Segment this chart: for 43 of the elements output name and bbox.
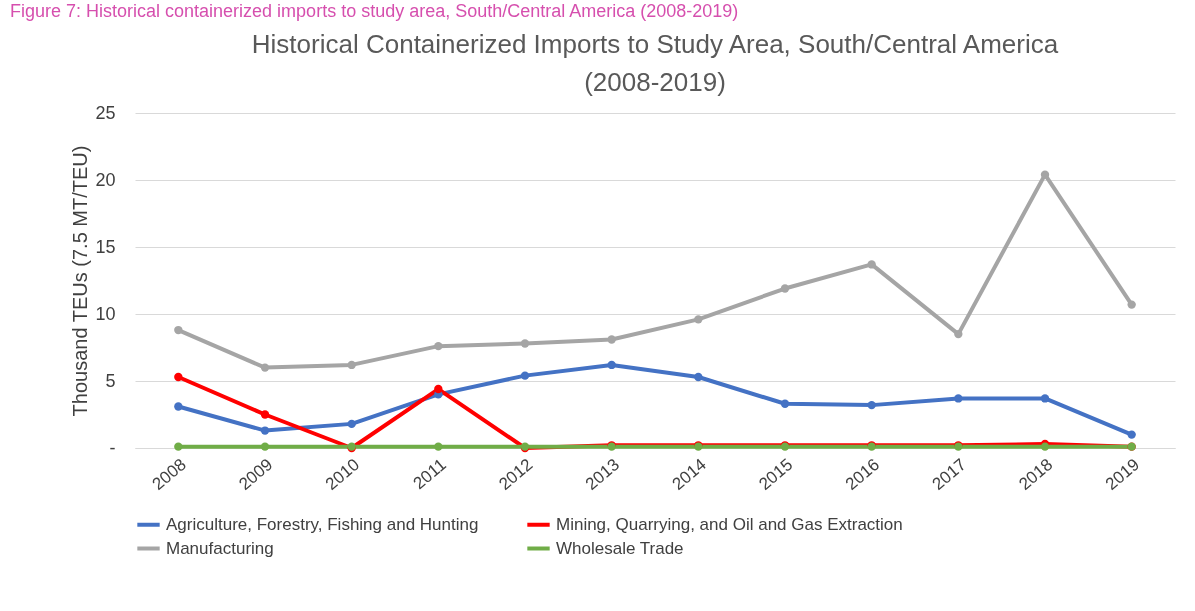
point: [260, 442, 270, 451]
legend-label: Agriculture, Forestry, Fishing and Hunting: [166, 514, 479, 534]
point: [260, 410, 270, 419]
point: [520, 371, 530, 380]
point: [780, 284, 790, 293]
point: [174, 325, 183, 335]
point: [174, 402, 183, 411]
text: Historical Containerized Imports to Study Area, South/Central America: [251, 29, 1059, 59]
y-tick-label: 10: [95, 303, 116, 324]
point: [1127, 430, 1136, 439]
y-tick-label: 20: [95, 169, 116, 190]
point: [954, 329, 963, 339]
point: [174, 442, 183, 451]
legend-label: Manufacturing: [166, 538, 274, 558]
point: [867, 400, 876, 410]
point: [434, 341, 443, 351]
point: [434, 442, 443, 451]
point: [347, 360, 356, 370]
point: [174, 372, 183, 382]
point: [954, 394, 963, 403]
point: [260, 363, 270, 372]
point: [607, 360, 616, 370]
legend-label: Wholesale Trade: [556, 538, 684, 558]
point: [694, 315, 703, 324]
caption: Figure 7: Historical containerized imports to study area, South/Central America (2008-2019): [10, 1, 739, 21]
point: [607, 335, 616, 344]
point: [260, 426, 270, 435]
legend-label: Mining, Quarrying, and Oil and Gas Extraction: [556, 514, 903, 534]
y-axis-title: Thousand TEUs (7.5 MT/TEU): [69, 145, 92, 417]
point: [1040, 170, 1050, 179]
point: [520, 339, 530, 348]
point: [867, 260, 876, 269]
point: [1040, 394, 1050, 403]
point: [694, 372, 703, 382]
point: [434, 384, 443, 394]
y-tick-label: -: [109, 437, 116, 458]
point: [1127, 300, 1136, 309]
point: [347, 419, 356, 429]
y-tick-label: 15: [95, 236, 116, 257]
y-tick-label: 5: [105, 370, 116, 391]
point: [780, 399, 790, 408]
y-tick-label: 25: [95, 102, 116, 123]
text: (2008-2019): [584, 67, 726, 97]
